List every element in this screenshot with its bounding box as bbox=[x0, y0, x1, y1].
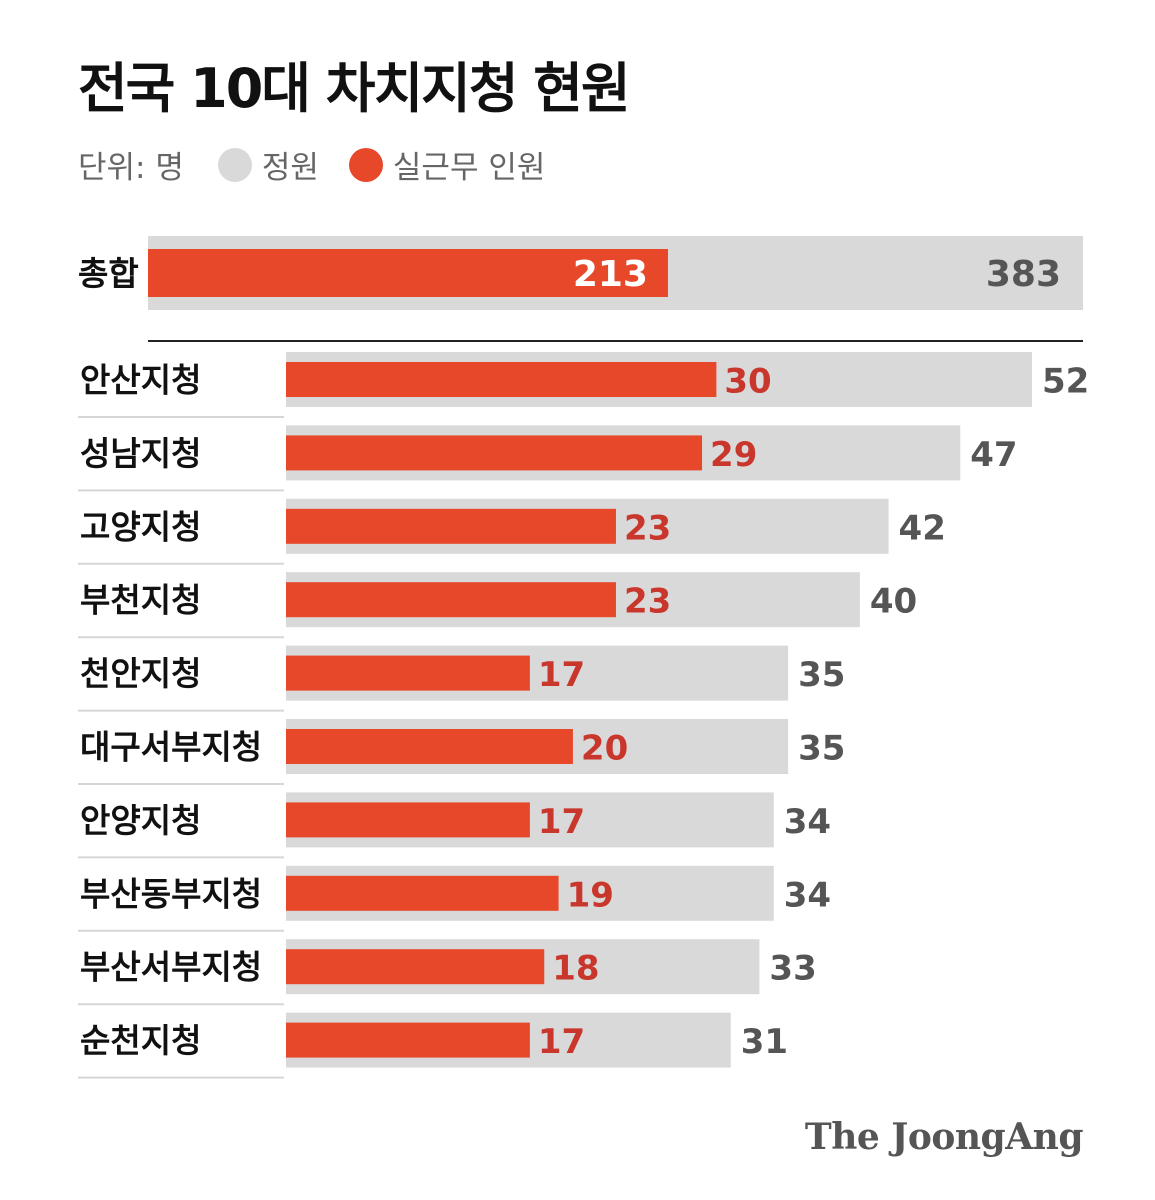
quota-value-label: 33 bbox=[769, 949, 816, 989]
actual-bar bbox=[286, 949, 545, 985]
legend-item-actual: 실근무 인원 bbox=[348, 142, 546, 187]
actual-bar bbox=[286, 875, 559, 911]
actual-value-label: 18 bbox=[552, 949, 599, 989]
actual-value-label: 19 bbox=[567, 875, 614, 915]
category-label: 성남지청 bbox=[80, 434, 201, 473]
total-quota-value: 383 bbox=[986, 254, 1061, 295]
quota-value-label: 35 bbox=[798, 729, 845, 769]
actual-value-label: 29 bbox=[710, 435, 757, 475]
actual-bar bbox=[286, 729, 573, 764]
quota-value-label: 31 bbox=[741, 1022, 788, 1062]
actual-value-label: 23 bbox=[624, 582, 671, 622]
chart-title: 전국 10대 차치지청 현원 bbox=[78, 57, 631, 120]
category-label: 안양지청 bbox=[80, 801, 201, 840]
category-label: 순천지청 bbox=[80, 1021, 201, 1060]
quota-value-label: 34 bbox=[784, 802, 831, 842]
actual-bar bbox=[286, 508, 616, 544]
actual-value-label: 17 bbox=[538, 1022, 585, 1062]
legend-label-quota: 정원 bbox=[261, 150, 319, 186]
unit-label: 단위: 명 bbox=[78, 150, 184, 186]
quota-value-label: 47 bbox=[970, 435, 1017, 475]
legend: 단위: 명 정원 실근무 인원 bbox=[78, 142, 575, 187]
category-label: 부산동부지청 bbox=[80, 874, 262, 913]
actual-value-label: 23 bbox=[624, 508, 671, 548]
actual-bar bbox=[286, 655, 530, 691]
quota-value-label: 52 bbox=[1042, 362, 1089, 402]
legend-swatch-actual bbox=[348, 147, 383, 182]
category-label: 대구서부지청 bbox=[80, 728, 262, 767]
total-row-label: 총합 bbox=[78, 254, 139, 293]
actual-bar bbox=[286, 582, 616, 618]
quota-value-label: 40 bbox=[870, 582, 917, 622]
actual-value-label: 30 bbox=[724, 362, 771, 402]
brand-logo: The JoongAng bbox=[804, 1116, 1084, 1158]
actual-bar bbox=[286, 435, 703, 471]
quota-value-label: 34 bbox=[784, 875, 831, 915]
category-label: 부산서부지청 bbox=[80, 948, 262, 987]
actual-value-label: 17 bbox=[538, 655, 585, 695]
actual-bar bbox=[286, 362, 717, 397]
category-label: 부천지청 bbox=[80, 581, 201, 620]
legend-item-quota: 정원 bbox=[217, 142, 319, 187]
quota-value-label: 42 bbox=[899, 508, 946, 548]
actual-value-label: 17 bbox=[538, 802, 585, 842]
actual-bar bbox=[286, 802, 530, 838]
category-label: 천안지청 bbox=[80, 654, 201, 693]
total-actual-value: 213 bbox=[573, 254, 648, 295]
actual-value-label: 20 bbox=[581, 729, 628, 769]
legend-label-actual: 실근무 인원 bbox=[392, 150, 546, 186]
category-label: 안산지청 bbox=[80, 361, 201, 400]
total-actual-bar bbox=[148, 249, 668, 297]
actual-bar bbox=[286, 1022, 530, 1058]
quota-value-label: 35 bbox=[798, 655, 845, 695]
category-label: 고양지청 bbox=[80, 507, 201, 546]
legend-swatch-quota bbox=[217, 147, 252, 182]
